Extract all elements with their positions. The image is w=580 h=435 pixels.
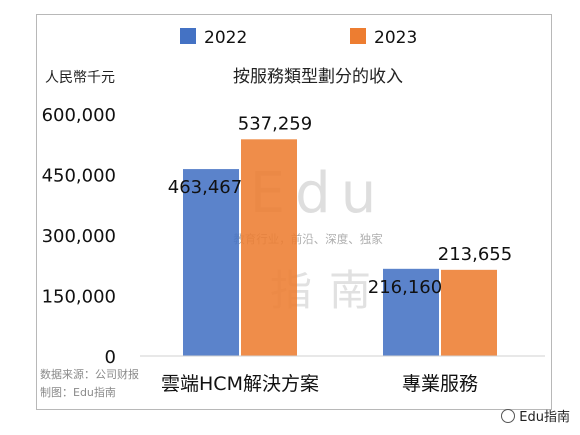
- y-axis-label: 人民幣千元: [45, 70, 115, 86]
- bar-2022-0: [183, 169, 239, 356]
- y-tick-label: 600,000: [42, 105, 116, 126]
- bar-2022-1: [383, 268, 439, 356]
- bar-2023-1: [441, 269, 497, 356]
- y-tick-label: 450,000: [42, 166, 116, 187]
- wechat-icon: [501, 409, 516, 423]
- brand-badge: Edu指南: [501, 406, 570, 425]
- chart-frame: [36, 14, 552, 410]
- bar-2023-0: [241, 139, 297, 356]
- data-label-2022-1: 216,160: [368, 277, 442, 298]
- brand-label: Edu指南: [519, 410, 570, 425]
- y-tick-label: 0: [105, 347, 116, 368]
- maker-note: 制图：Edu指南: [40, 386, 116, 399]
- legend-swatch-2022: [180, 28, 196, 44]
- source-note: 数据来源：公司财报: [40, 368, 139, 381]
- legend-label-2022: 2022: [204, 28, 247, 48]
- x-tick-label-0: 雲端HCM解決方案: [161, 373, 319, 395]
- watermark-cn-2: 南: [329, 266, 371, 315]
- data-label-2023-0: 537,259: [238, 113, 312, 134]
- data-labels: 463,467 537,259 216,160 213,655: [168, 113, 512, 298]
- y-tick-label: 300,000: [42, 226, 116, 247]
- bars: [183, 139, 497, 356]
- y-axis: 0 150,000 300,000 450,000 600,000: [42, 105, 116, 368]
- legend-swatch-2023: [350, 28, 366, 44]
- legend: 2022 2023: [180, 28, 417, 48]
- x-tick-label-1: 專業服務: [402, 373, 478, 395]
- y-tick-label: 150,000: [42, 287, 116, 308]
- data-label-2022-0: 463,467: [168, 177, 242, 198]
- legend-label-2023: 2023: [374, 28, 417, 48]
- x-axis: 雲端HCM解決方案 專業服務: [161, 373, 478, 395]
- data-label-2023-1: 213,655: [438, 244, 512, 265]
- chart-title: 按服務類型劃分的收入: [233, 67, 403, 87]
